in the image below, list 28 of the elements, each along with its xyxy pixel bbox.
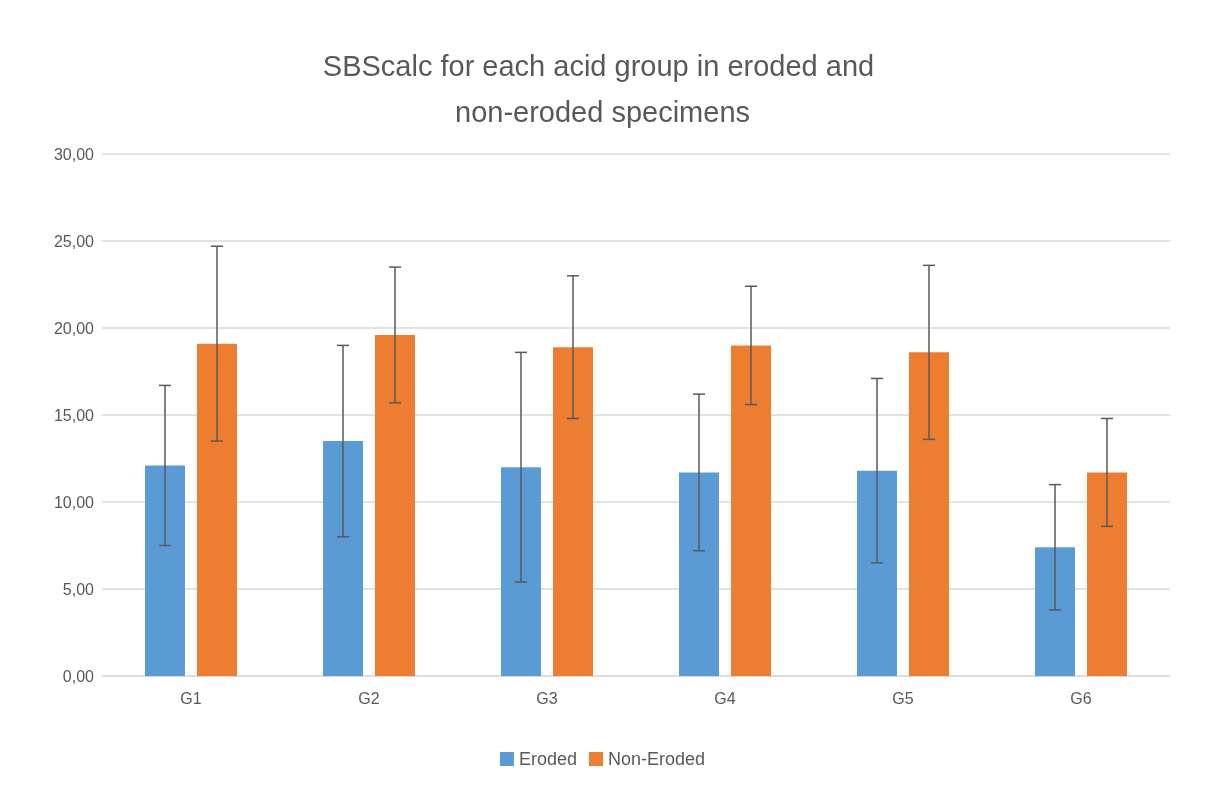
bar [197, 343, 237, 676]
y-tick-label: 15,00 [53, 406, 95, 424]
x-tick-label: G6 [1070, 689, 1092, 707]
bar [501, 467, 541, 676]
bar [857, 470, 897, 676]
legend-label: Non-Eroded [607, 749, 706, 769]
bar [909, 352, 949, 676]
bar [145, 465, 185, 676]
y-tick-label: 20,00 [53, 319, 95, 337]
bar [553, 347, 593, 676]
bar [375, 334, 415, 676]
bar [323, 441, 363, 676]
y-tick-label: 10,00 [53, 493, 95, 511]
x-tick-label: G2 [358, 689, 380, 707]
y-tick-label: 5,00 [62, 580, 95, 598]
bar [1035, 547, 1075, 676]
bar [731, 345, 771, 676]
legend-label: Eroded [518, 749, 577, 769]
chart-title: SBScalc for each acid group in eroded and non-eroded specimens [322, 50, 883, 128]
bar [1087, 472, 1127, 676]
x-tick-label: G4 [714, 689, 736, 707]
bar [679, 472, 719, 676]
x-tick-label: G3 [536, 689, 558, 707]
y-tick-label: 30,00 [53, 145, 95, 163]
y-tick-label: 0,00 [62, 667, 95, 685]
x-tick-label: G1 [180, 689, 202, 707]
x-tick-label: G5 [892, 689, 914, 707]
y-tick-label: 25,00 [53, 232, 95, 250]
